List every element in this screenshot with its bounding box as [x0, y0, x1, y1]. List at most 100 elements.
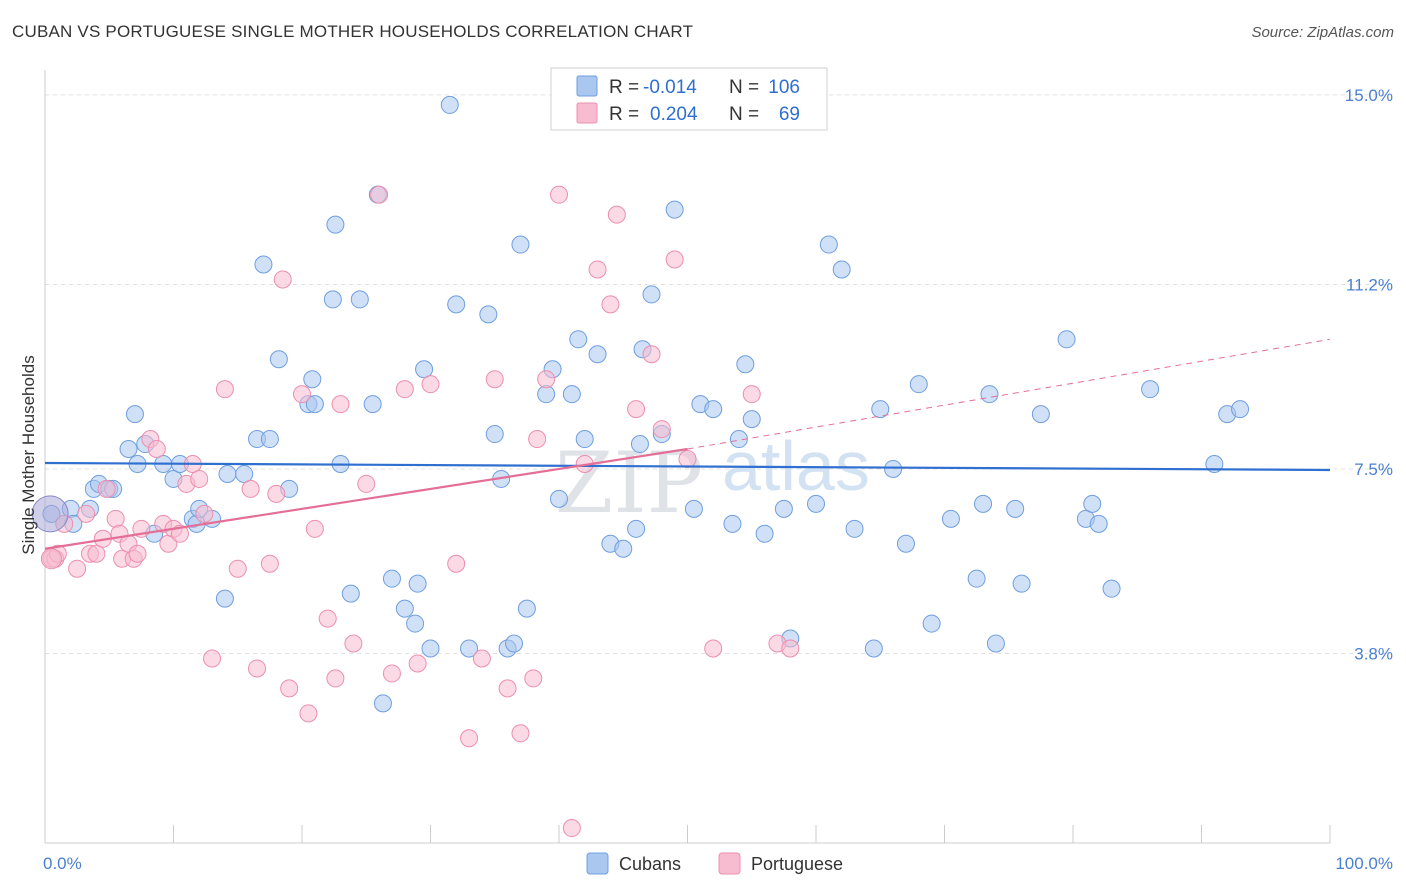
point-cubans — [1141, 380, 1160, 399]
point-cubans — [1057, 330, 1076, 349]
point-cubans — [871, 400, 890, 419]
point-cubans — [755, 524, 774, 543]
point-cubans — [627, 519, 646, 538]
point-portuguese — [472, 649, 491, 668]
watermark-zip: ZIP — [555, 434, 703, 532]
point-portuguese — [607, 205, 626, 224]
point-portuguese — [97, 479, 116, 498]
point-cubans — [684, 499, 703, 518]
bottom-legend-label-portuguese: Portuguese — [751, 854, 843, 874]
point-portuguese — [357, 474, 376, 493]
point-portuguese — [498, 679, 517, 698]
point-cubans — [373, 694, 392, 713]
point-cubans — [1102, 579, 1121, 598]
point-portuguese — [485, 370, 504, 389]
point-cubans — [774, 499, 793, 518]
point-cubans — [832, 260, 851, 279]
point-portuguese — [87, 544, 106, 563]
legend-swatch-cubans — [576, 75, 598, 97]
point-cubans — [630, 435, 649, 454]
point-cubans — [260, 430, 279, 449]
point-cubans — [303, 370, 322, 389]
x-tick-label: 0.0% — [43, 854, 82, 873]
point-cubans — [447, 295, 466, 314]
point-portuguese — [77, 504, 96, 523]
point-cubans — [421, 639, 440, 658]
point-cubans — [550, 489, 568, 508]
point-cubans — [642, 285, 661, 304]
point-portuguese — [305, 519, 324, 538]
legend-n-label: N = — [729, 77, 759, 98]
point-cubans — [395, 599, 414, 618]
legend-r-label: R = — [609, 104, 639, 125]
bottom-legend-label-cubans: Cubans — [619, 854, 681, 874]
legend-swatch-portuguese — [576, 102, 598, 124]
point-portuguese — [260, 554, 279, 573]
point-portuguese — [408, 654, 427, 673]
point-cubans — [382, 569, 401, 588]
source-label: Source: ZipAtlas.com — [1251, 24, 1394, 41]
point-portuguese — [537, 370, 556, 389]
point-portuguese — [203, 649, 222, 668]
trend-lines — [44, 338, 1331, 550]
y-tick-label: 7.5% — [1354, 460, 1393, 479]
point-cubans — [1012, 574, 1031, 593]
point-cubans — [479, 305, 498, 324]
point-portuguese — [781, 639, 800, 658]
point-portuguese — [395, 380, 414, 399]
point-cubans — [1089, 514, 1108, 533]
point-portuguese — [344, 634, 363, 653]
point-cubans — [819, 235, 838, 254]
legend-r-value-portuguese: 0.204 — [650, 104, 698, 125]
point-portuguese — [382, 664, 401, 683]
point-portuguese — [524, 669, 543, 688]
point-portuguese — [742, 385, 761, 404]
trend-line-portuguese-extension — [687, 338, 1331, 450]
point-portuguese — [273, 270, 292, 289]
point-portuguese — [704, 639, 723, 658]
point-cubans — [723, 514, 742, 533]
bottom-legend-swatch-cubans — [586, 852, 609, 875]
point-portuguese — [528, 430, 547, 449]
point-portuguese — [562, 819, 581, 838]
y-tick-label: 15.0% — [1345, 86, 1393, 105]
point-cubans — [614, 539, 633, 558]
point-cubans — [974, 494, 993, 513]
point-cubans — [562, 385, 581, 404]
point-portuguese — [267, 484, 286, 503]
point-cubans — [326, 215, 345, 234]
point-cubans — [884, 459, 903, 478]
point-cubans — [460, 639, 479, 658]
point-portuguese — [106, 509, 125, 528]
point-cubans — [569, 330, 588, 349]
point-portuguese — [370, 185, 389, 204]
legend-r-label: R = — [609, 77, 639, 98]
point-cubans — [575, 430, 594, 449]
point-cubans — [363, 395, 382, 414]
point-cubans — [323, 290, 342, 309]
watermark: ZIP atlas — [555, 427, 870, 532]
legend-n-value-cubans: 106 — [768, 77, 800, 98]
point-portuguese — [642, 345, 661, 364]
point-cubans — [485, 425, 504, 444]
point-cubans — [967, 569, 986, 588]
point-cubans — [845, 519, 864, 538]
point-cubans — [941, 509, 960, 528]
point-cubans — [588, 345, 607, 364]
point-cubans — [922, 614, 941, 633]
point-portuguese — [678, 449, 697, 468]
point-cluster-cubans — [31, 495, 69, 533]
point-cubans — [218, 464, 237, 483]
legend-r-value-cubans: -0.014 — [643, 77, 697, 98]
point-portuguese — [318, 609, 337, 628]
point-cubans — [807, 494, 825, 513]
point-cubans — [125, 405, 144, 424]
point-portuguese — [421, 375, 440, 394]
point-cubans — [704, 400, 723, 419]
point-cubans — [350, 290, 369, 309]
point-cubans — [537, 385, 556, 404]
point-cubans — [406, 614, 425, 633]
point-portuguese — [331, 395, 350, 414]
point-portuguese — [228, 559, 247, 578]
